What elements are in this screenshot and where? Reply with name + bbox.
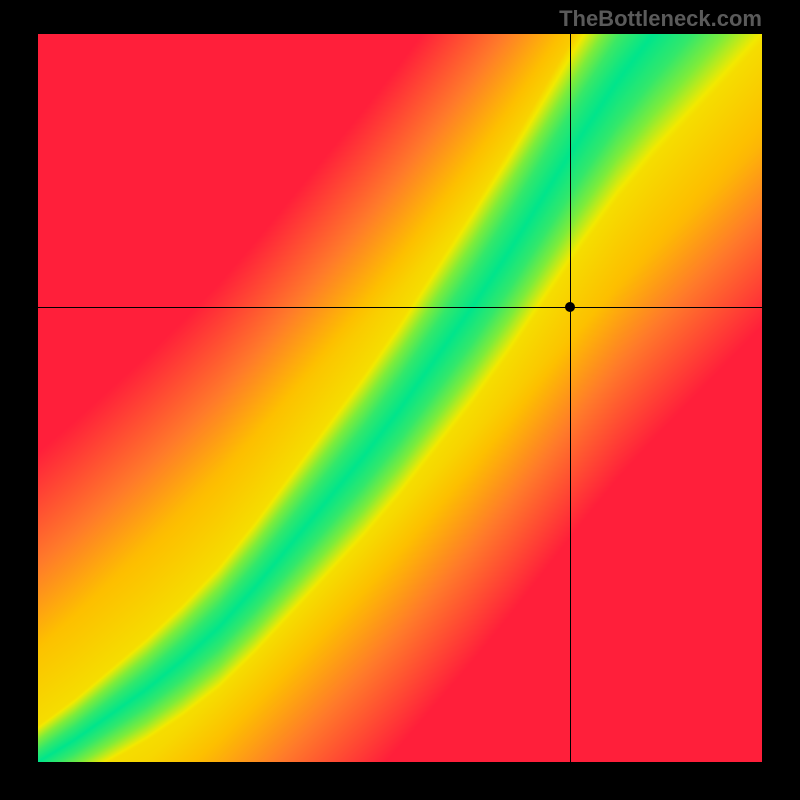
plot-area: [38, 34, 762, 762]
chart-container: TheBottleneck.com: [0, 0, 800, 800]
bottleneck-heatmap: [38, 34, 762, 762]
watermark-text: TheBottleneck.com: [559, 6, 762, 32]
